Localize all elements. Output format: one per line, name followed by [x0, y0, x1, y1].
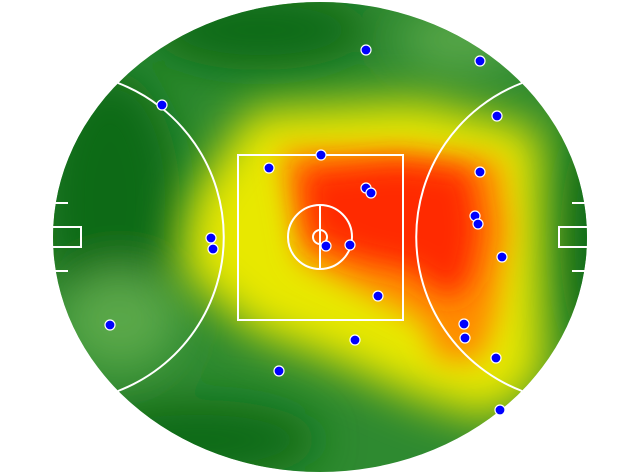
point	[474, 55, 486, 67]
point	[360, 44, 372, 56]
point	[458, 318, 470, 330]
point	[491, 110, 503, 122]
point	[496, 251, 508, 263]
field-lines	[53, 82, 587, 392]
point	[472, 218, 484, 230]
point	[365, 187, 377, 199]
points	[104, 44, 508, 416]
point	[207, 243, 219, 255]
point	[205, 232, 217, 244]
point	[372, 290, 384, 302]
point	[156, 99, 168, 111]
point	[344, 239, 356, 251]
point	[315, 149, 327, 161]
point	[494, 404, 506, 416]
point	[104, 319, 116, 331]
point	[474, 166, 486, 178]
point	[349, 334, 361, 346]
point	[320, 240, 332, 252]
point	[273, 365, 285, 377]
point	[490, 352, 502, 364]
point	[263, 162, 275, 174]
point	[459, 332, 471, 344]
